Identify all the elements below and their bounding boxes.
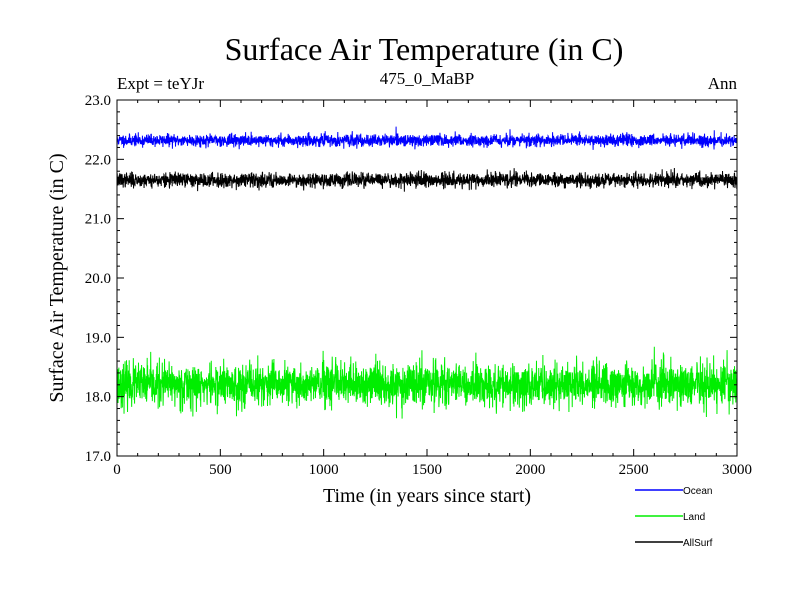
x-tick-label: 0	[113, 462, 121, 478]
x-tick-label: 1000	[309, 462, 339, 478]
y-tick-label: 19.0	[85, 330, 111, 346]
x-tick-label: 2000	[515, 462, 545, 478]
x-axis-title: Time (in years since start)	[323, 485, 531, 507]
x-tick-label: 500	[209, 462, 232, 478]
y-tick-label: 20.0	[85, 271, 111, 287]
series-line-allsurf	[116, 168, 738, 192]
legend-label-land: Land	[683, 512, 705, 523]
experiment-label: Expt = teYJr	[117, 74, 204, 93]
x-tick-label: 2500	[619, 462, 649, 478]
y-axis: 17.0 18.0 19.0 20.0 21.0 22.0 23.0	[85, 93, 737, 465]
y-axis-title: Surface Air Temperature (in C)	[46, 153, 68, 402]
legend-label-allsurf: AllSurf	[683, 538, 713, 549]
y-tick-label: 18.0	[85, 390, 111, 406]
y-tick-label: 21.0	[85, 212, 111, 228]
series-line-ocean	[116, 126, 738, 150]
plot-lines	[116, 126, 738, 419]
period-label: 475_0_MaBP	[380, 69, 474, 88]
legend: Ocean Land AllSurf	[635, 486, 713, 549]
y-tick-label: 17.0	[85, 449, 111, 465]
x-axis: 0 500 1000 1500 2000 2500 3000	[113, 100, 752, 478]
y-tick-label: 23.0	[85, 93, 111, 109]
season-label: Ann	[708, 74, 738, 93]
series-line-land	[116, 346, 738, 419]
y-tick-label: 22.0	[85, 152, 111, 168]
x-tick-label: 3000	[722, 462, 752, 478]
x-tick-label: 1500	[412, 462, 442, 478]
chart-title: Surface Air Temperature (in C)	[225, 31, 624, 67]
legend-label-ocean: Ocean	[683, 486, 712, 497]
